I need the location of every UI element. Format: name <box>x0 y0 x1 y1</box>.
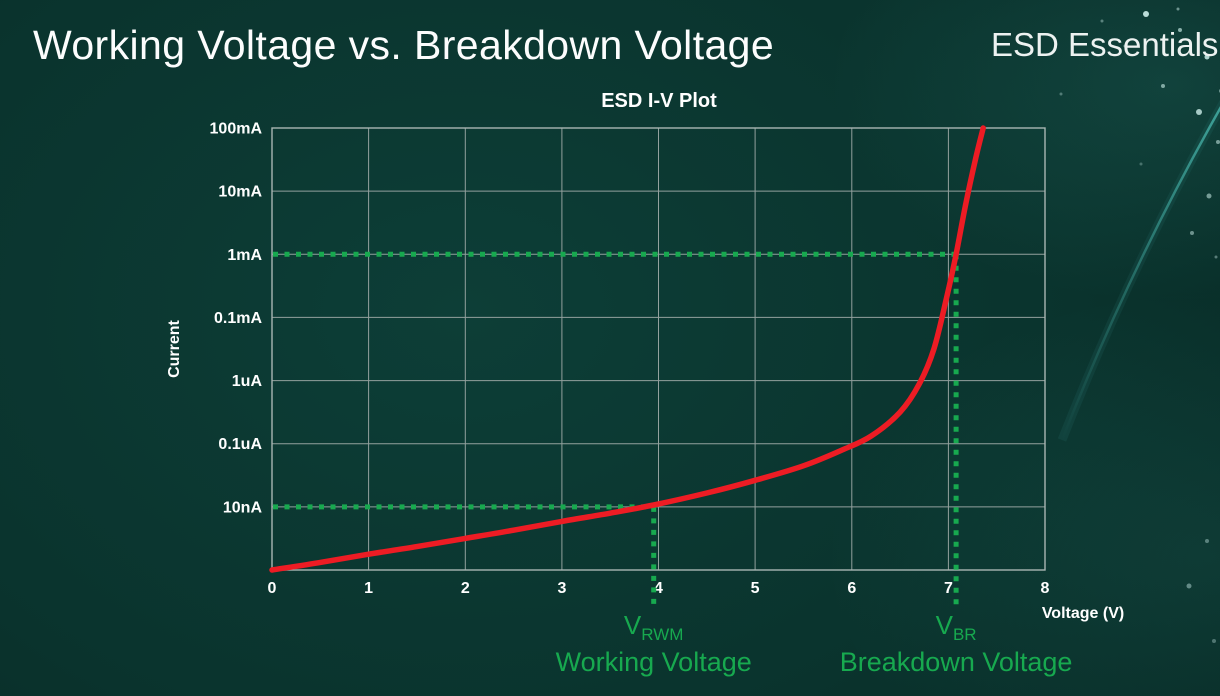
slide-title: Working Voltage vs. Breakdown Voltage <box>33 22 775 68</box>
chart-title: ESD I-V Plot <box>601 90 717 112</box>
v-br-marker: VBR Breakdown Voltage <box>840 611 1073 677</box>
v-br-symbol: VBR <box>840 611 1073 645</box>
svg-text:10nA: 10nA <box>223 499 263 516</box>
v-rwm-caption: Working Voltage <box>555 646 752 677</box>
plot-border <box>271 127 1046 571</box>
svg-text:7: 7 <box>944 580 953 597</box>
svg-text:1uA: 1uA <box>232 373 263 390</box>
svg-text:4: 4 <box>654 580 663 597</box>
x-axis-title: Voltage (V) <box>1042 605 1124 622</box>
decorative-dots <box>1059 7 1220 643</box>
v-br-symbol-letter: V <box>935 610 953 640</box>
decorative-arc <box>1060 106 1220 441</box>
v-br-caption: Breakdown Voltage <box>839 646 1073 677</box>
svg-text:8: 8 <box>1041 580 1050 597</box>
svg-text:0: 0 <box>268 580 277 597</box>
y-axis-title: Current <box>166 319 183 377</box>
v-br-guide-lines <box>273 251 959 610</box>
y-tick-labels: 100mA 10mA 1mA 0.1mA 1uA 0.1uA 10nA <box>210 121 263 517</box>
svg-text:100mA: 100mA <box>210 121 263 138</box>
svg-text:1mA: 1mA <box>227 247 262 264</box>
x-tick-labels: 0 1 2 3 4 5 6 7 8 <box>268 580 1050 597</box>
iv-curve <box>269 125 986 573</box>
v-rwm-symbol-letter: V <box>623 610 642 640</box>
svg-text:1: 1 <box>364 580 373 597</box>
brand-logo-text: ESD Essentials <box>991 26 1219 63</box>
svg-text:3: 3 <box>557 580 566 597</box>
svg-text:6: 6 <box>847 580 856 597</box>
v-rwm-marker: VRWM Working Voltage <box>556 611 752 677</box>
v-rwm-symbol: VRWM <box>556 611 752 645</box>
svg-text:5: 5 <box>751 580 760 597</box>
svg-text:0.1uA: 0.1uA <box>218 436 262 453</box>
v-rwm-symbol-subscript: RWM <box>641 625 684 645</box>
v-br-symbol-subscript: BR <box>952 625 977 645</box>
svg-text:0.1mA: 0.1mA <box>214 310 262 327</box>
svg-text:2: 2 <box>461 580 470 597</box>
svg-text:10mA: 10mA <box>218 184 262 201</box>
